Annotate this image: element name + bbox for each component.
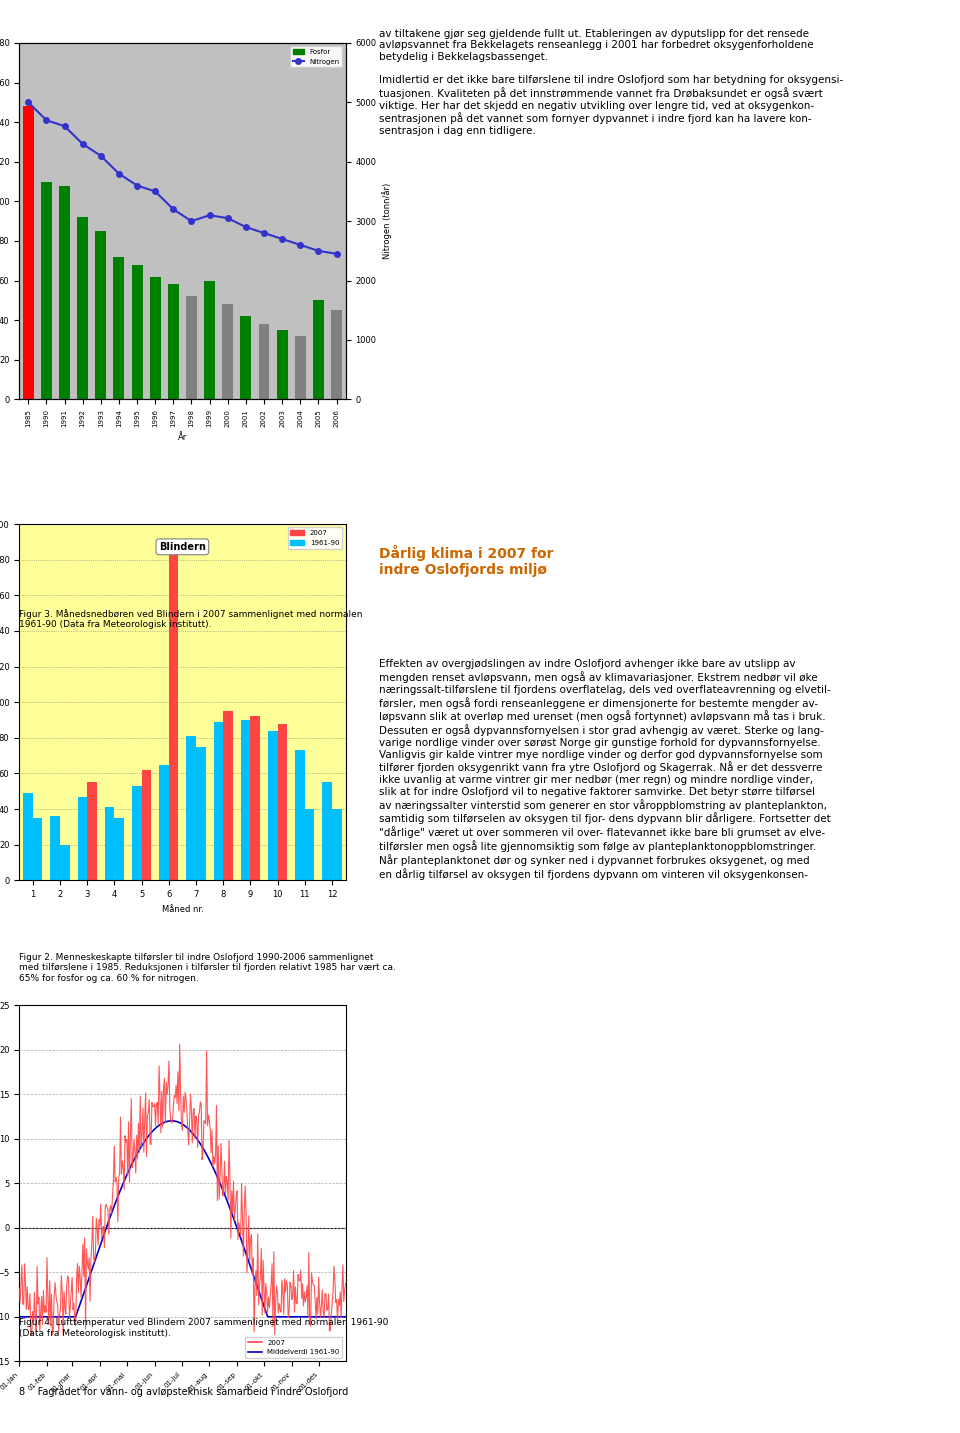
Bar <box>141 770 151 880</box>
Text: Blindern: Blindern <box>159 542 205 552</box>
Text: Effekten av overgjødslingen av indre Oslofjord avhenger ikke bare av utslipp av
: Effekten av overgjødslingen av indre Osl… <box>379 659 831 880</box>
Bar <box>295 335 305 400</box>
Y-axis label: Nitrogen (tonn/år): Nitrogen (tonn/år) <box>382 183 392 259</box>
Bar <box>105 807 114 880</box>
Bar <box>114 818 124 880</box>
Text: 8    Fagrådet for vann- og avløpsteknisk samarbeid i indre Oslofjord: 8 Fagrådet for vann- og avløpsteknisk sa… <box>19 1386 348 1397</box>
Bar <box>204 281 215 400</box>
Bar <box>277 724 287 880</box>
Bar <box>87 782 97 880</box>
Bar <box>95 231 107 400</box>
Text: Figur 2. Menneskeskapte tilførsler til indre Oslofjord 1990-2006 sammenlignet
me: Figur 2. Menneskeskapte tilførsler til i… <box>19 953 396 983</box>
Bar <box>258 324 270 400</box>
Bar <box>168 285 179 400</box>
Bar <box>150 277 160 400</box>
Text: av tiltakene gjør seg gjeldende fullt ut. Etableringen av dyputslipp for det ren: av tiltakene gjør seg gjeldende fullt ut… <box>379 29 844 159</box>
Bar <box>186 297 197 400</box>
Bar <box>23 792 33 880</box>
Bar <box>331 310 342 400</box>
Bar <box>23 106 34 400</box>
Legend: 2007, 1961-90: 2007, 1961-90 <box>288 527 342 549</box>
Bar <box>132 265 142 400</box>
Bar <box>41 182 52 400</box>
Bar <box>159 765 169 880</box>
Bar <box>304 810 314 880</box>
Bar <box>214 722 223 880</box>
Bar <box>132 785 141 880</box>
Bar <box>60 185 70 400</box>
Bar <box>169 546 179 880</box>
Bar <box>223 304 233 400</box>
X-axis label: År: År <box>178 433 187 441</box>
Bar <box>313 301 324 400</box>
Bar <box>78 797 87 880</box>
Bar <box>332 810 342 880</box>
Text: Figur 3. Månedsnedbøren ved Blindern i 2007 sammenlignet med normalen
1961-90 (D: Figur 3. Månedsnedbøren ved Blindern i 2… <box>19 609 363 629</box>
Bar <box>77 218 88 400</box>
Bar <box>240 317 252 400</box>
Bar <box>196 747 205 880</box>
Bar <box>296 751 304 880</box>
Legend: Fosfor, Nitrogen: Fosfor, Nitrogen <box>291 46 342 67</box>
Bar <box>251 716 260 880</box>
Bar <box>323 782 332 880</box>
Bar <box>268 731 277 880</box>
Bar <box>223 711 232 880</box>
Bar <box>113 257 125 400</box>
Bar <box>51 817 60 880</box>
Legend: 2007, Middelverdi 1961-90: 2007, Middelverdi 1961-90 <box>245 1337 342 1358</box>
Bar <box>241 719 251 880</box>
Bar <box>276 330 288 400</box>
X-axis label: Måned nr.: Måned nr. <box>161 904 204 914</box>
Bar <box>33 818 42 880</box>
Bar <box>60 844 69 880</box>
Text: Figur 4. Lufttemperatur ved Blindern 2007 sammenlignet med normalen 1961-90
(Dat: Figur 4. Lufttemperatur ved Blindern 200… <box>19 1318 389 1338</box>
Bar <box>186 737 196 880</box>
Text: Dårlig klima i 2007 for
indre Oslofjords miljø: Dårlig klima i 2007 for indre Oslofjords… <box>379 545 554 576</box>
